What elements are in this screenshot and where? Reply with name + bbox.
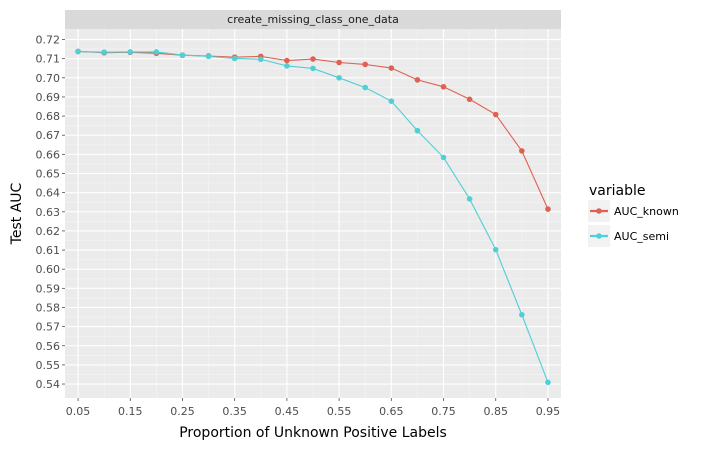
x-tick-label: 0.45 bbox=[275, 405, 300, 418]
data-point-auc-semi bbox=[466, 196, 473, 202]
legend: variable AUC_known AUC_semi bbox=[588, 183, 679, 247]
data-point-auc-semi bbox=[362, 84, 369, 91]
data-point-auc-known bbox=[284, 57, 290, 64]
data-point-auc-semi bbox=[388, 98, 395, 104]
x-tick-label: 0.65 bbox=[379, 405, 404, 418]
data-point-auc-semi bbox=[127, 49, 134, 55]
y-tick-label: 0.65 bbox=[36, 167, 61, 180]
facet-title: create_missing_class_one_data bbox=[227, 13, 399, 26]
minor-gridlines bbox=[65, 29, 561, 398]
x-tick-label: 0.55 bbox=[327, 405, 352, 418]
y-tick-label: 0.70 bbox=[36, 72, 61, 85]
data-point-auc-known bbox=[492, 111, 499, 118]
data-point-auc-semi bbox=[414, 127, 421, 134]
data-point-auc-semi bbox=[519, 311, 525, 318]
data-point-auc-known bbox=[310, 56, 316, 62]
data-point-auc-known bbox=[388, 65, 395, 71]
data-point-auc-semi bbox=[336, 75, 342, 81]
y-tick-label: 0.72 bbox=[36, 34, 61, 47]
data-point-auc-known bbox=[545, 206, 551, 212]
data-point-auc-semi bbox=[492, 246, 499, 253]
legend-key-point bbox=[596, 233, 602, 239]
series-auc-semi bbox=[75, 48, 551, 386]
x-tick-label: 0.35 bbox=[222, 405, 247, 418]
y-tick-label: 0.62 bbox=[36, 225, 61, 238]
x-tick-label: 0.75 bbox=[431, 405, 456, 418]
series-layer bbox=[75, 48, 551, 386]
data-point-auc-semi bbox=[101, 49, 107, 55]
legend-title: variable bbox=[589, 183, 645, 199]
y-tick-label: 0.57 bbox=[36, 321, 61, 334]
data-point-auc-known bbox=[440, 83, 447, 90]
y-tick-label: 0.55 bbox=[36, 359, 61, 372]
y-tick-label: 0.61 bbox=[36, 244, 61, 257]
legend-label: AUC_semi bbox=[614, 230, 669, 243]
data-point-auc-known bbox=[519, 148, 525, 154]
y-tick-label: 0.58 bbox=[36, 301, 61, 314]
y-tick-label: 0.63 bbox=[36, 206, 61, 219]
x-tick-label: 0.85 bbox=[483, 405, 508, 418]
y-tick-label: 0.66 bbox=[36, 148, 61, 161]
data-point-auc-semi bbox=[545, 379, 551, 386]
x-axis-title: Proportion of Unknown Positive Labels bbox=[179, 425, 447, 441]
y-tick-label: 0.60 bbox=[36, 263, 61, 276]
data-point-auc-known bbox=[336, 59, 342, 66]
y-tick-label: 0.54 bbox=[36, 378, 61, 391]
x-axis: 0.05 0.15 0.25 0.35 0.45 0.55 0.65 0.75 0.85 0.95 bbox=[66, 398, 560, 418]
y-tick-label: 0.67 bbox=[36, 129, 61, 142]
y-tick-label: 0.71 bbox=[36, 53, 61, 66]
legend-key-point bbox=[596, 208, 602, 214]
y-tick-label: 0.64 bbox=[36, 187, 61, 200]
data-point-auc-semi bbox=[284, 63, 290, 69]
y-tick-label: 0.56 bbox=[36, 340, 61, 353]
x-tick-label: 0.25 bbox=[170, 405, 195, 418]
y-axis: 0.54 0.55 0.56 0.57 0.58 0.59 0.60 0.61 0.62 0.63… bbox=[36, 34, 65, 391]
y-axis-title: Test AUC bbox=[9, 182, 25, 245]
x-tick-label: 0.95 bbox=[536, 405, 561, 418]
y-tick-label: 0.68 bbox=[36, 110, 61, 123]
x-tick-label: 0.15 bbox=[118, 405, 143, 418]
data-point-auc-semi bbox=[179, 52, 186, 58]
legend-item-auc-semi: AUC_semi bbox=[588, 225, 669, 247]
data-point-auc-known bbox=[362, 61, 369, 68]
legend-item-auc-known: AUC_known bbox=[588, 200, 679, 222]
data-point-auc-semi bbox=[153, 49, 160, 55]
data-point-auc-known bbox=[414, 77, 421, 83]
data-point-auc-semi bbox=[310, 65, 316, 72]
y-tick-label: 0.59 bbox=[36, 282, 61, 295]
major-gridlines bbox=[65, 29, 561, 398]
x-tick-label: 0.05 bbox=[66, 405, 91, 418]
data-point-auc-semi bbox=[75, 48, 81, 55]
facet-strip bbox=[65, 10, 561, 29]
data-point-auc-semi bbox=[231, 55, 238, 62]
data-point-auc-semi bbox=[440, 154, 447, 161]
data-point-auc-semi bbox=[257, 56, 264, 63]
data-point-auc-semi bbox=[205, 53, 212, 60]
y-tick-label: 0.69 bbox=[36, 91, 61, 104]
data-point-auc-known bbox=[466, 96, 473, 103]
legend-label: AUC_known bbox=[614, 205, 679, 218]
